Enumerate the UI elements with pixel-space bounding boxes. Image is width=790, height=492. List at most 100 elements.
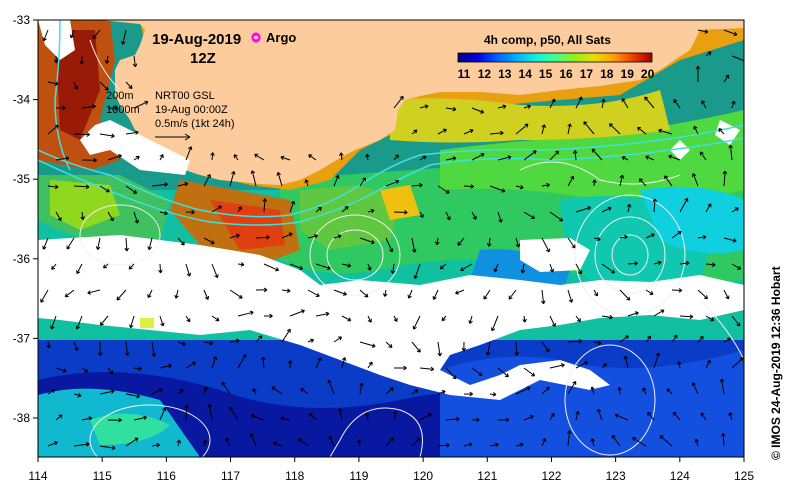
- current-arrow: [653, 260, 662, 266]
- current-arrow: [250, 170, 257, 187]
- current-arrow: [273, 441, 283, 447]
- current-arrow: [642, 387, 647, 395]
- current-arrow: [591, 148, 603, 161]
- current-arrow: [385, 437, 394, 447]
- current-arrow: [645, 233, 655, 239]
- current-arrow: [705, 315, 715, 322]
- current-arrow: [87, 289, 101, 295]
- x-axis: 114 115 116 117 118 119 120 121 122 123 124 125: [28, 457, 754, 483]
- current-arrow: [297, 438, 309, 447]
- current-arrow: [393, 95, 404, 109]
- credit-text: © IMOS 24-Aug-2019 12:36 Hobart: [769, 266, 783, 460]
- current-arrow: [55, 156, 70, 161]
- current-arrow: [523, 150, 537, 161]
- depth-1000-label: 1000m: [106, 104, 140, 116]
- current-arrow: [207, 404, 213, 421]
- current-arrow: [407, 289, 413, 299]
- current-arrow: [92, 29, 101, 40]
- current-arrow: [619, 174, 625, 187]
- y-tick-label: -35: [13, 172, 31, 186]
- current-arrow: [289, 263, 304, 270]
- current-arrow: [549, 98, 556, 109]
- current-arrow: [493, 263, 499, 273]
- current-arrow: [393, 315, 398, 322]
- y-tick-label: -36: [13, 252, 31, 266]
- current-arrow: [619, 289, 631, 301]
- current-arrow: [671, 334, 678, 343]
- current-arrow: [263, 263, 280, 272]
- current-arrow: [489, 185, 506, 193]
- current-arrow: [99, 185, 110, 193]
- current-arrow: [177, 237, 185, 246]
- x-tick-label: 120: [413, 469, 433, 483]
- current-arrow: [723, 289, 730, 300]
- current-arrow: [260, 356, 266, 369]
- current-arrow: [47, 389, 56, 395]
- current-arrow: [158, 263, 163, 274]
- current-arrow: [445, 106, 457, 112]
- current-arrow: [64, 289, 75, 298]
- current-arrow: [445, 416, 460, 422]
- current-arrow: [103, 263, 109, 269]
- current-arrow: [359, 177, 366, 187]
- current-arrow: [203, 386, 208, 395]
- current-arrow: [125, 437, 139, 447]
- current-arrow: [515, 123, 529, 135]
- current-arrow: [705, 359, 711, 369]
- current-arrow: [81, 416, 93, 421]
- current-arrow: [549, 412, 555, 421]
- x-tick-label: 119: [349, 469, 368, 483]
- current-arrow: [185, 361, 197, 369]
- current-arrow: [382, 289, 388, 297]
- current-arrow: [47, 124, 59, 135]
- current-arrow: [42, 29, 49, 42]
- current-arrow: [632, 437, 647, 447]
- current-arrow: [385, 237, 394, 253]
- current-arrow: [697, 335, 704, 343]
- current-arrow: [107, 211, 114, 222]
- colorbar-tick-label: 11: [458, 67, 471, 81]
- current-arrow: [287, 360, 293, 369]
- current-arrow: [289, 309, 305, 317]
- current-arrow: [211, 356, 218, 369]
- y-tick-label: -38: [13, 411, 31, 425]
- current-arrow: [523, 415, 534, 421]
- current-arrow: [359, 289, 369, 298]
- current-arrow: [367, 361, 373, 369]
- current-arrow: [328, 435, 335, 447]
- current-arrow: [575, 263, 583, 275]
- x-tick-label: 121: [477, 469, 497, 483]
- current-arrow: [590, 438, 595, 447]
- current-arrow: [255, 287, 268, 293]
- current-arrow: [627, 261, 638, 266]
- current-arrow: [549, 363, 565, 369]
- y-tick-label: -34: [13, 93, 31, 107]
- current-arrow: [133, 100, 149, 109]
- current-arrow: [419, 366, 435, 372]
- current-arrow: [567, 289, 574, 303]
- current-arrow: [471, 367, 483, 376]
- current-arrow: [250, 414, 265, 421]
- current-arrow: [441, 315, 447, 322]
- isobath-200m: [38, 124, 744, 218]
- current-arrow: [237, 310, 254, 317]
- current-arrow: [229, 289, 243, 299]
- current-arrow: [229, 171, 236, 187]
- current-arrow: [541, 386, 550, 395]
- current-arrow: [394, 365, 407, 371]
- x-tick-label: 125: [734, 469, 754, 483]
- current-arrow: [695, 65, 701, 83]
- current-arrow: [572, 150, 578, 161]
- x-tick-label: 123: [606, 469, 626, 483]
- current-arrow: [437, 128, 447, 135]
- current-arrow: [601, 263, 616, 274]
- current-arrow: [520, 263, 526, 274]
- x-tick-label: 124: [670, 469, 690, 483]
- current-arrow: [125, 393, 141, 399]
- current-arrow: [567, 430, 572, 447]
- current-arrow: [249, 433, 257, 447]
- current-arrow: [523, 211, 535, 219]
- current-arrow: [697, 289, 708, 300]
- current-arrow: [731, 315, 741, 327]
- current-arrow: [237, 262, 245, 267]
